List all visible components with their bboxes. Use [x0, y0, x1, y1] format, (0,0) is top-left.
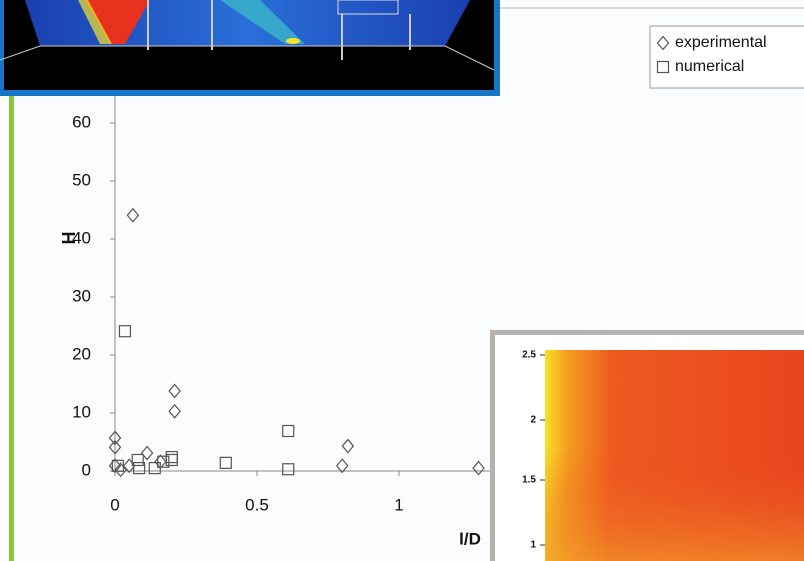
y-tick-label: 20 — [72, 344, 91, 363]
x-tick-label: 0.5 — [245, 495, 269, 514]
legend: experimental numerical — [650, 26, 804, 88]
y-axis-label: H — [59, 232, 79, 245]
y-tick-label: 0 — [82, 460, 91, 479]
accent-bar — [9, 85, 14, 561]
inset-tick-label: 1.5 — [522, 475, 536, 486]
x-axis-label: l/D — [459, 529, 481, 548]
figure: 010203040506000.51 H l/D experimentalnum… — [0, 0, 804, 561]
y-tick-label: 30 — [72, 286, 91, 305]
top-inset — [0, 0, 500, 96]
bottom-inset: 2.5 2 1.5 1 — [490, 330, 804, 561]
legend-label: numerical — [675, 58, 744, 75]
x-tick-label: 1 — [394, 495, 403, 514]
cfd-spot — [286, 38, 300, 44]
page: {"chart_data": {"type": "scatter", "x_la… — [0, 0, 804, 561]
y-tick-label: 60 — [72, 112, 91, 131]
legend-label: experimental — [675, 34, 767, 51]
inset-tick-label: 1 — [530, 540, 536, 551]
x-tick-label: 0 — [110, 495, 119, 514]
inset-tick-label: 2.5 — [522, 350, 536, 361]
y-tick-label: 10 — [72, 402, 91, 421]
heatmap-shade — [545, 450, 804, 561]
inset-tick-label: 2 — [530, 415, 536, 426]
y-tick-label: 50 — [72, 170, 91, 189]
